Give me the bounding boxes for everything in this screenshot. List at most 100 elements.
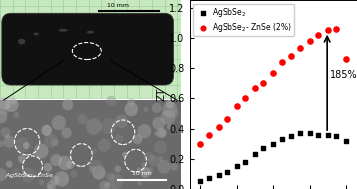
AgSbSe$_2$- ZnSe (2%) <box>216 125 222 129</box>
AgSbSe$_2$- ZnSe (2%) <box>288 54 294 57</box>
Circle shape <box>90 166 96 172</box>
Circle shape <box>50 154 62 166</box>
Circle shape <box>52 115 66 130</box>
Circle shape <box>21 167 35 183</box>
AgSbSe$_2$- ZnSe (2%) <box>234 104 240 107</box>
Circle shape <box>152 117 165 130</box>
Circle shape <box>39 179 44 185</box>
Circle shape <box>170 163 178 170</box>
Circle shape <box>92 166 106 180</box>
Circle shape <box>61 127 72 138</box>
AgSbSe$_2$ <box>288 135 294 138</box>
Circle shape <box>12 168 20 176</box>
Circle shape <box>88 160 103 175</box>
Circle shape <box>86 118 102 135</box>
Circle shape <box>106 172 115 181</box>
Circle shape <box>106 96 116 106</box>
Circle shape <box>23 142 30 149</box>
Circle shape <box>161 110 175 125</box>
Circle shape <box>156 128 166 138</box>
Circle shape <box>157 160 171 174</box>
Circle shape <box>71 170 77 177</box>
Circle shape <box>166 100 174 109</box>
Ellipse shape <box>87 31 94 33</box>
Circle shape <box>13 112 19 118</box>
Circle shape <box>115 115 128 128</box>
Circle shape <box>104 182 110 188</box>
Circle shape <box>137 180 142 185</box>
AgSbSe$_2$- ZnSe (2%) <box>315 33 321 36</box>
Text: 185%: 185% <box>330 70 357 80</box>
Circle shape <box>0 168 7 181</box>
Circle shape <box>170 109 178 118</box>
Y-axis label: ZT: ZT <box>156 88 166 101</box>
Circle shape <box>140 167 151 178</box>
AgSbSe$_2$- ZnSe (2%) <box>252 86 258 89</box>
Circle shape <box>42 125 52 136</box>
Circle shape <box>48 184 54 189</box>
AgSbSe$_2$- ZnSe (2%) <box>198 142 203 145</box>
Circle shape <box>109 174 124 189</box>
AgSbSe$_2$ <box>343 139 349 142</box>
Circle shape <box>127 98 135 106</box>
Circle shape <box>154 131 158 136</box>
AgSbSe$_2$ <box>270 142 276 145</box>
Circle shape <box>141 163 146 167</box>
Circle shape <box>10 98 16 105</box>
Circle shape <box>0 98 11 115</box>
Circle shape <box>122 152 128 157</box>
Circle shape <box>115 134 123 143</box>
Circle shape <box>66 161 74 169</box>
AgSbSe$_2$ <box>198 180 203 183</box>
Circle shape <box>62 99 73 110</box>
Circle shape <box>133 134 142 144</box>
AgSbSe$_2$ <box>297 132 303 135</box>
Circle shape <box>50 176 60 185</box>
FancyBboxPatch shape <box>2 13 174 85</box>
Circle shape <box>115 166 121 173</box>
Ellipse shape <box>59 29 68 32</box>
AgSbSe$_2$- ZnSe (2%) <box>297 47 303 50</box>
AgSbSe$_2$ <box>252 153 258 156</box>
AgSbSe$_2$ <box>234 165 240 168</box>
Circle shape <box>58 156 72 170</box>
Circle shape <box>54 171 69 187</box>
Text: 10 mm: 10 mm <box>106 3 129 8</box>
AgSbSe$_2$ <box>224 171 230 174</box>
Circle shape <box>147 167 154 173</box>
Circle shape <box>5 135 9 139</box>
AgSbSe$_2$ <box>279 138 285 141</box>
AgSbSe$_2$- ZnSe (2%) <box>343 57 349 60</box>
AgSbSe$_2$- ZnSe (2%) <box>242 97 248 100</box>
Circle shape <box>98 139 111 152</box>
Text: AgSbSe$_2$- ZnSe: AgSbSe$_2$- ZnSe <box>5 170 55 180</box>
FancyBboxPatch shape <box>0 100 181 189</box>
Circle shape <box>104 182 116 189</box>
Circle shape <box>125 102 138 116</box>
Circle shape <box>6 161 12 168</box>
AgSbSe$_2$- ZnSe (2%) <box>307 39 312 42</box>
Circle shape <box>101 118 117 134</box>
AgSbSe$_2$- ZnSe (2%) <box>206 133 212 136</box>
Legend: AgSbSe$_2$, AgSbSe$_2$- ZnSe (2%): AgSbSe$_2$, AgSbSe$_2$- ZnSe (2%) <box>193 4 295 36</box>
AgSbSe$_2$ <box>242 160 248 163</box>
Text: 10 nm: 10 nm <box>132 171 152 176</box>
AgSbSe$_2$- ZnSe (2%) <box>325 29 331 32</box>
AgSbSe$_2$ <box>206 177 212 180</box>
Circle shape <box>34 143 49 159</box>
AgSbSe$_2$ <box>315 133 321 136</box>
Circle shape <box>149 155 159 167</box>
Ellipse shape <box>34 33 39 36</box>
Circle shape <box>159 129 167 137</box>
Circle shape <box>92 148 97 154</box>
Circle shape <box>0 140 5 147</box>
Circle shape <box>144 107 149 112</box>
Circle shape <box>44 163 52 172</box>
Circle shape <box>50 134 54 139</box>
Circle shape <box>137 124 151 138</box>
Circle shape <box>162 101 177 118</box>
AgSbSe$_2$- ZnSe (2%) <box>270 71 276 74</box>
Circle shape <box>144 152 154 162</box>
AgSbSe$_2$ <box>325 133 331 136</box>
AgSbSe$_2$ <box>333 135 339 138</box>
